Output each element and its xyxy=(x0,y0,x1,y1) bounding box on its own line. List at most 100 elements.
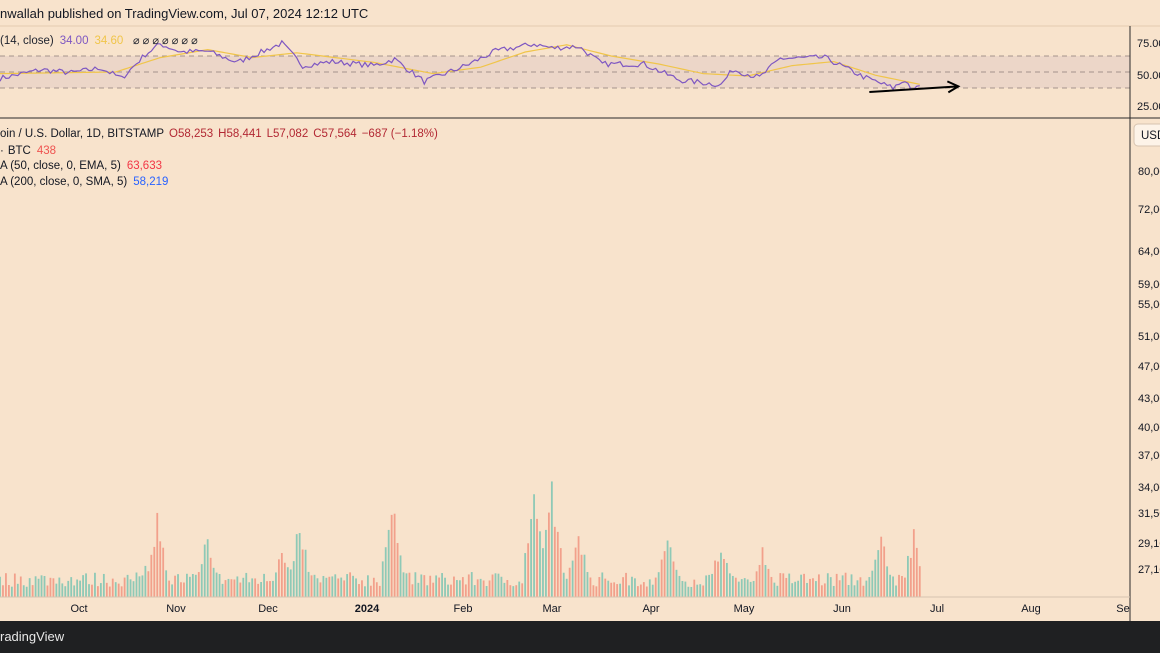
volume-bar xyxy=(194,574,197,597)
volume-bar xyxy=(40,575,43,597)
volume-bar xyxy=(657,572,660,597)
volume-bar xyxy=(755,571,758,597)
volume-bar xyxy=(269,581,271,597)
volume-bar xyxy=(616,584,619,597)
volume-bar xyxy=(150,554,153,597)
volume-bar xyxy=(67,580,70,597)
volume-bar xyxy=(206,539,209,597)
volume-bar xyxy=(720,552,722,597)
volume-bar xyxy=(767,568,770,597)
volume-bar xyxy=(82,575,84,597)
volume-bar xyxy=(215,572,218,597)
volume-bar xyxy=(904,577,906,597)
volume-bar xyxy=(892,576,894,597)
time-tick-3: 2024 xyxy=(355,603,380,615)
volume-bar xyxy=(444,577,446,597)
volume-bar xyxy=(441,573,443,597)
volume-bar xyxy=(85,573,87,597)
price-tick-8: 40,00 xyxy=(1138,422,1160,434)
volume-bar xyxy=(800,574,802,597)
volume-bar xyxy=(559,548,562,597)
volume-bar xyxy=(447,584,449,597)
volume-bar xyxy=(307,571,310,597)
volume-bar xyxy=(607,580,610,597)
volume-bar xyxy=(239,582,242,597)
volume-bar xyxy=(886,566,889,597)
volume-bar xyxy=(346,574,349,597)
volume-bar xyxy=(313,574,316,597)
volume-bar xyxy=(865,580,868,597)
volume-bar xyxy=(666,540,669,597)
volume-bar xyxy=(162,547,165,597)
volume-bar xyxy=(684,581,687,597)
volume-bar xyxy=(856,580,859,597)
volume-bar xyxy=(764,565,767,597)
volume-bar xyxy=(105,582,108,597)
volume-bar xyxy=(22,585,25,597)
volume-bar xyxy=(203,544,206,597)
volume-bar xyxy=(331,576,334,597)
volume-bar xyxy=(159,541,162,597)
volume-bar xyxy=(909,557,912,597)
volume-bar xyxy=(464,584,467,597)
volume-bar xyxy=(286,567,289,597)
volume-bar xyxy=(79,580,82,597)
volume-bar xyxy=(512,586,515,597)
volume-bar xyxy=(132,581,135,597)
price-tick-0: 80,00 xyxy=(1138,166,1160,178)
price-tick-1: 72,00 xyxy=(1138,204,1160,216)
volume-bar xyxy=(337,578,340,597)
volume-bar xyxy=(820,585,823,597)
volume-bar xyxy=(696,584,699,597)
volume-bar xyxy=(58,577,61,597)
volume-bar xyxy=(298,533,301,597)
volume-bar xyxy=(94,572,96,597)
volume-bar xyxy=(672,561,675,597)
volume-bar xyxy=(260,581,262,597)
volume-bar xyxy=(731,575,734,597)
volume-bar xyxy=(10,586,13,597)
volume-bar xyxy=(248,582,251,597)
volume-bar xyxy=(227,578,230,597)
volume-bar xyxy=(355,578,357,597)
volume-bar xyxy=(797,580,800,597)
volume-bar xyxy=(660,559,663,597)
volume-bar xyxy=(583,554,586,597)
volume-bar xyxy=(687,586,690,597)
volume-bar xyxy=(435,575,438,597)
time-tick-8: Jun xyxy=(833,603,851,615)
volume-bar xyxy=(361,580,363,597)
volume-bar xyxy=(272,580,274,597)
volume-bar xyxy=(88,584,90,597)
price-tick-13: 27,10 xyxy=(1138,564,1160,576)
volume-bar xyxy=(221,583,224,597)
volume-bar xyxy=(378,585,381,597)
volume-bar xyxy=(592,585,595,597)
volume-bar xyxy=(595,586,598,597)
volume-bar xyxy=(711,573,713,597)
rsi-tick-1: 50.00 xyxy=(1137,70,1160,82)
volume-bar xyxy=(319,582,322,597)
volume-bar xyxy=(138,576,141,597)
sma-legend: A (200, close, 0, SMA, 5) 58,219 xyxy=(0,176,168,188)
volume-bar xyxy=(97,586,99,597)
volume-bar xyxy=(648,579,651,597)
volume-bar xyxy=(530,518,532,597)
volume-bar xyxy=(423,575,426,597)
volume-bar xyxy=(390,514,393,597)
volume-bar xyxy=(776,585,779,597)
volume-bar xyxy=(114,582,117,597)
volume-bar xyxy=(191,573,194,597)
rsi-tick-2: 25.00 xyxy=(1137,101,1160,113)
volume-bar xyxy=(521,583,524,597)
volume-bar xyxy=(476,579,479,597)
volume-bar xyxy=(197,572,200,597)
volume-bar xyxy=(901,576,903,597)
volume-bar xyxy=(619,583,622,597)
rsi-legend: (14, close) 34.00 34.60 xyxy=(0,35,123,47)
volume-bar xyxy=(500,576,503,597)
currency-button-label[interactable]: USD xyxy=(1141,130,1160,142)
volume-bar xyxy=(144,565,147,597)
volume-bar xyxy=(678,575,681,597)
